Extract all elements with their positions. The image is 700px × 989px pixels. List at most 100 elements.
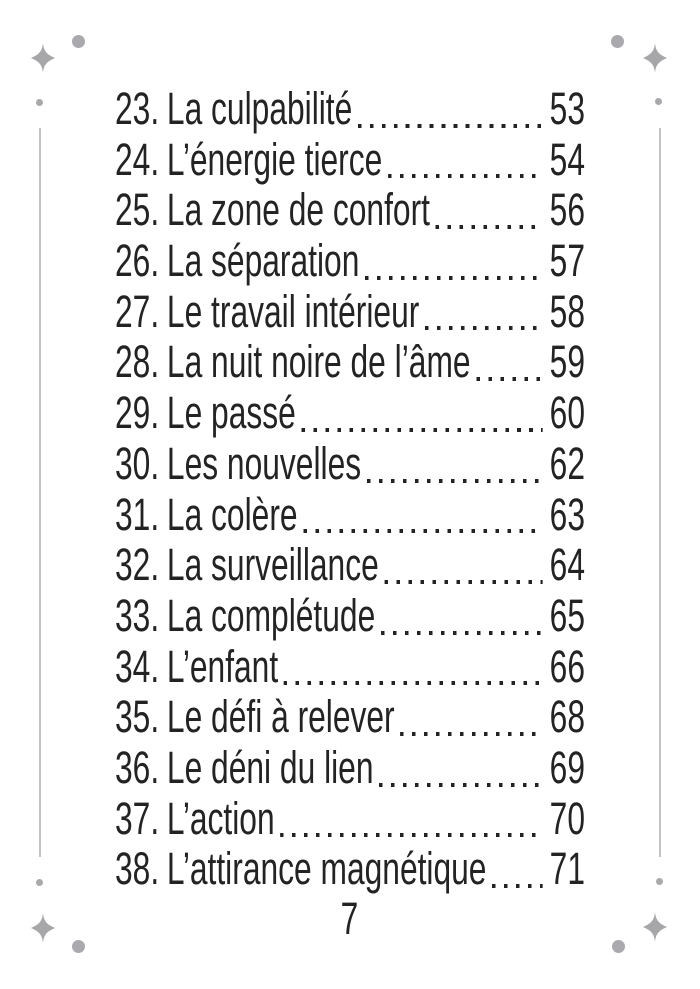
toc-entry-title: Le travail intérieur	[166, 285, 420, 337]
dot-leader	[301, 388, 543, 439]
dot-leader	[379, 742, 543, 794]
toc-entry-title: La séparation	[166, 235, 360, 287]
toc-entry-title: La surveillance	[166, 539, 379, 591]
toc-entry: 28. La nuit noire de l’âme 59	[115, 336, 585, 389]
toc-entry-title: La nuit noire de l’âme	[166, 336, 471, 388]
toc-entry-number: 32.	[115, 539, 160, 591]
dot-leader	[476, 337, 543, 389]
sparkle-icon	[643, 912, 667, 942]
toc-entry: 38. L’attirance magnétique 71	[115, 843, 585, 895]
small-dot-icon	[656, 878, 663, 885]
toc-entry-page: 69	[549, 741, 585, 793]
dot-leader	[435, 185, 543, 237]
large-dot-icon	[72, 35, 85, 48]
sparkle-icon	[31, 913, 55, 943]
toc-entry-label: 33. La complétude	[115, 589, 376, 642]
toc-entry-label: 24. L’énergie tierce	[115, 133, 383, 186]
dot-leader	[384, 540, 543, 591]
dot-leader	[365, 236, 543, 287]
toc-entry-title: L’énergie tierce	[166, 133, 383, 185]
toc-entry-label: 37. L’action	[115, 792, 275, 845]
toc-entry-label: 26. La séparation	[115, 235, 360, 287]
toc-entry: 25. La zone de confort 56	[115, 185, 585, 237]
toc-entry-number: 23.	[115, 83, 160, 134]
toc-entry-title: La culpabilité	[166, 83, 353, 134]
toc-entry-page: 60	[549, 387, 585, 439]
sparkle-icon	[643, 43, 667, 73]
toc-entry-number: 36.	[115, 741, 160, 793]
toc-entry-number: 34.	[115, 640, 160, 692]
toc-entry-number: 33.	[115, 589, 160, 641]
dot-leader	[303, 489, 543, 541]
page-footer: 7	[115, 893, 585, 945]
dot-leader	[492, 844, 543, 895]
toc-entry-number: 26.	[115, 235, 160, 287]
toc-entry-page: 59	[549, 336, 585, 388]
dot-leader	[387, 134, 543, 186]
large-dot-icon	[612, 940, 625, 953]
toc-entry-title: Les nouvelles	[166, 437, 362, 489]
large-dot-icon	[611, 35, 624, 48]
toc-entry: 31. La colère 63	[115, 488, 585, 541]
toc-entry-page: 62	[549, 437, 585, 489]
toc-entry-title: La complétude	[166, 589, 376, 641]
toc-entry-number: 35.	[115, 691, 160, 743]
toc-entry: 27. Le travail intérieur 58	[115, 285, 585, 338]
dot-leader	[366, 438, 543, 490]
toc-entry-number: 25.	[115, 184, 160, 236]
toc-entry-number: 31.	[115, 488, 160, 540]
toc-entry-page: 63	[549, 488, 585, 540]
toc-entry-title: Le passé	[166, 387, 296, 439]
toc-entry-number: 28.	[115, 336, 160, 388]
toc-entry-page: 58	[549, 285, 585, 337]
toc-entry: 24. L’énergie tierce 54	[115, 133, 585, 186]
right-vertical-rule	[659, 128, 661, 857]
toc-entry-label: 30. Les nouvelles	[115, 437, 362, 490]
dot-leader	[357, 84, 543, 135]
toc-entry-label: 25. La zone de confort	[115, 185, 430, 236]
toc-entry-title: L’action	[166, 792, 275, 844]
toc-entry-label: 34. L’enfant	[115, 640, 279, 693]
small-dot-icon	[36, 99, 43, 106]
toc-entry-page: 70	[549, 792, 585, 844]
toc-entry-title: L’attirance magnétique	[166, 843, 487, 895]
table-of-contents: 23. La culpabilité 53 24. L’énergie tierce 5…	[115, 83, 585, 895]
toc-entry: 34. L’enfant 66	[115, 640, 585, 693]
toc-entry-page: 68	[549, 691, 585, 743]
toc-entry-page: 57	[549, 235, 585, 287]
toc-entry-label: 23. La culpabilité	[115, 83, 353, 135]
large-dot-icon	[72, 940, 85, 953]
toc-entry-label: 35. Le défi à relever	[115, 691, 395, 743]
dot-leader	[424, 286, 543, 338]
toc-entry-label: 31. La colère	[115, 488, 298, 541]
dot-leader	[280, 793, 543, 845]
toc-entry: 26. La séparation 57	[115, 235, 585, 287]
toc-entry: 30. Les nouvelles 62	[115, 437, 585, 490]
toc-entry-page: 71	[549, 843, 585, 895]
small-dot-icon	[36, 879, 43, 886]
toc-entry-page: 65	[549, 589, 585, 641]
toc-entry-title: La colère	[166, 488, 298, 540]
toc-entry-number: 30.	[115, 437, 160, 489]
toc-entry-label: 32. La surveillance	[115, 539, 379, 591]
toc-entry: 35. Le défi à relever 68	[115, 691, 585, 743]
small-dot-icon	[655, 98, 662, 105]
toc-entry-title: La zone de confort	[166, 184, 430, 236]
toc-entry-title: L’enfant	[166, 640, 279, 692]
toc-entry: 33. La complétude 65	[115, 589, 585, 642]
toc-entry-label: 38. L’attirance magnétique	[115, 843, 487, 895]
toc-entry-label: 29. Le passé	[115, 387, 296, 439]
toc-entry: 29. Le passé 60	[115, 387, 585, 439]
toc-entry-page: 53	[549, 83, 585, 134]
toc-entry-title: Le déni du lien	[166, 741, 374, 793]
toc-entry: 23. La culpabilité 53	[115, 83, 585, 135]
dot-leader	[400, 692, 543, 743]
toc-entry-label: 36. Le déni du lien	[115, 741, 374, 794]
toc-entry: 32. La surveillance 64	[115, 539, 585, 591]
toc-entry-number: 38.	[115, 843, 160, 895]
toc-entry-page: 54	[549, 133, 585, 185]
toc-entry-number: 29.	[115, 387, 160, 439]
toc-entry-title: Le défi à relever	[166, 691, 395, 743]
dot-leader	[283, 641, 543, 693]
toc-entry: 37. L’action 70	[115, 792, 585, 845]
